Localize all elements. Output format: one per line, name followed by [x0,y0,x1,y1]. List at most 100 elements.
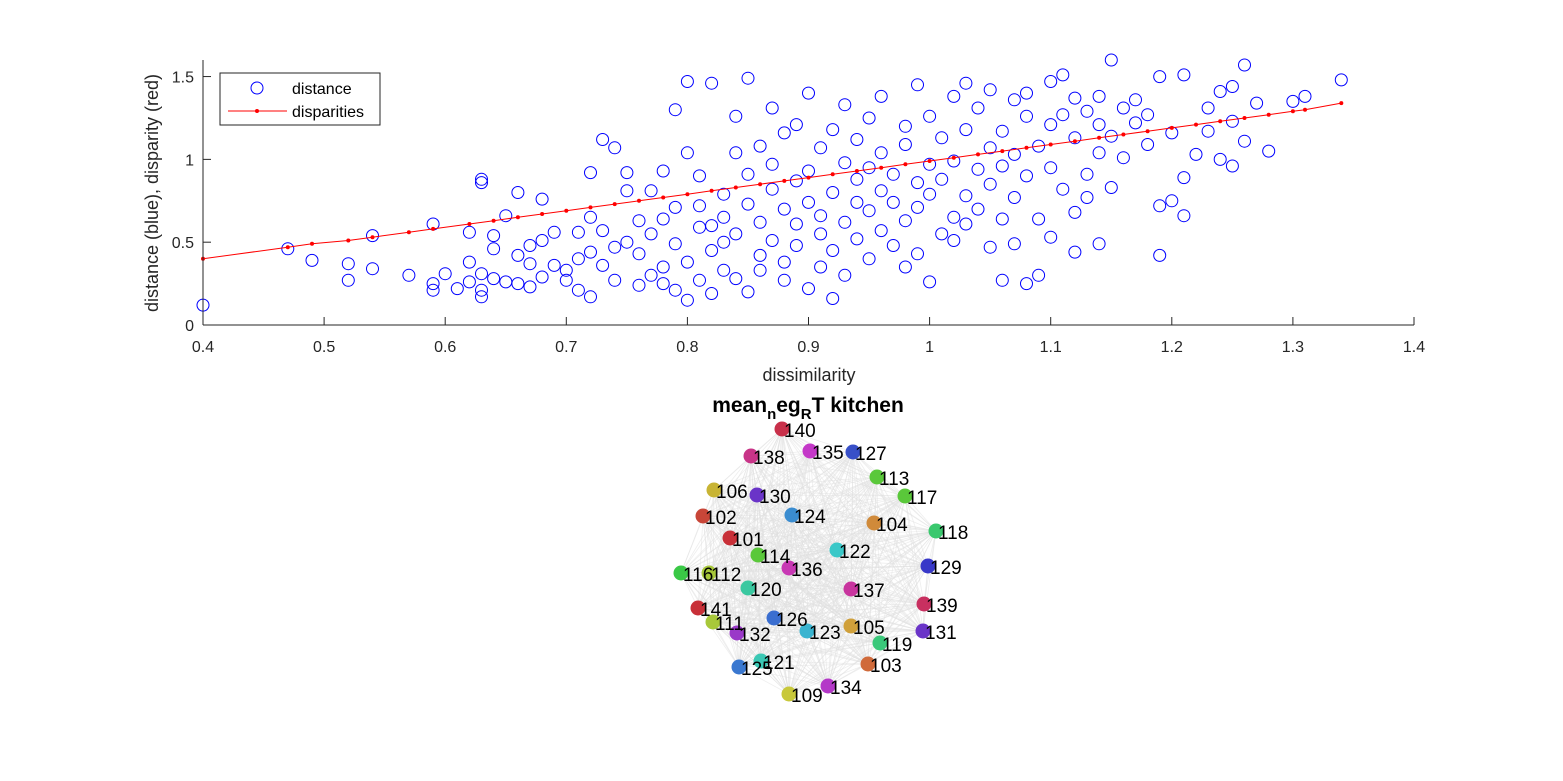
graph-edge [747,565,929,589]
distance-point [826,123,840,137]
distance-point [995,273,1009,287]
distance-point [765,101,779,115]
distance-point [1153,248,1167,262]
graph-edge [788,588,852,695]
graph-edge [876,476,929,567]
graph-edge [708,495,906,574]
disparities-point [1290,109,1295,114]
distance-point [765,234,779,247]
graph-node [753,653,769,669]
legend: distance disparities [219,72,381,126]
graph-node-label: 137 [853,581,885,602]
distance-point [499,209,513,223]
distance-point [935,227,949,241]
disparities-point [879,165,884,170]
graph-node [766,610,782,626]
distance-point [1334,73,1348,87]
distance-point [1238,58,1251,72]
graph-edge [729,537,838,551]
graph-edge [791,495,906,516]
distance-point [850,133,864,146]
x-tick-label: 1.4 [1403,339,1425,356]
distance-point [366,262,379,276]
graph-node [916,596,932,612]
distance-point [426,277,440,291]
distance-point [462,275,476,289]
distance-point [850,232,864,246]
graph-title-subscript: R [801,406,812,423]
distance-point [511,277,525,291]
distance-point [741,285,755,299]
graph-node [743,448,759,464]
distance-point [1225,114,1239,128]
graph-node [897,488,913,504]
graph-edge [713,451,854,491]
graph-edge [747,587,881,644]
graph-edge [757,549,838,556]
disparities-point [431,226,436,231]
distance-point [777,202,791,216]
graph-node [673,565,689,581]
graph-node [705,614,721,630]
graph-edge [712,621,740,668]
graph-edge [873,522,925,605]
disparities-point [564,208,569,213]
graph-edge [850,522,875,590]
graph-edge [713,476,878,491]
graph-edge [736,603,925,634]
graph-node-label: 138 [753,448,785,469]
disparities-point [310,241,314,246]
distance-point [717,235,731,249]
disparities-point [637,198,641,203]
distance-point [862,161,876,175]
distance-point [959,76,973,90]
distance-point [608,240,622,254]
graph-edge [922,530,937,632]
graph-edge [788,567,852,627]
graph-node-label: 102 [705,508,737,529]
graph-edge [713,489,906,497]
distance-point [995,124,1009,138]
graph-edge [713,489,790,569]
x-tick-label: 0.5 [313,339,335,356]
graph-edge [680,428,783,574]
graph-title-part: mean [712,394,767,417]
graph-edge [788,567,924,632]
graph-edge [712,617,775,623]
distance-point [1104,53,1118,67]
distance-point [656,164,670,178]
distance-point [911,200,924,214]
distance-point [923,187,937,201]
graph-node-label: 139 [926,596,958,617]
distance-point [959,189,973,203]
legend-distance-label: distance [292,81,352,98]
distance-point [898,119,912,133]
distance-point [741,167,755,181]
disparities-point [976,152,980,157]
graph-node-label: 106 [716,482,748,503]
graph-edge [680,522,875,574]
graph-node [729,625,745,641]
distance-point [620,166,634,180]
graph-edge [729,537,929,567]
distance-point [814,227,828,241]
graph-edge [852,451,875,524]
graph-edge [791,514,925,605]
distance-point [475,283,488,297]
x-tick-label: 0.4 [192,339,214,356]
distance-point [1129,93,1142,107]
scatter-plot: 0.4 0.5 0.6 0.7 0.8 0.9 1 1.1 1.2 1.3 1.4 0 0.5 1 1.5… [142,53,1425,385]
distance-series [196,53,1348,312]
distance-point [947,154,961,168]
graph-node-label: 124 [794,507,826,528]
distance-point [1080,104,1094,118]
graph-title-part: eg [776,394,801,417]
graph-edge [806,588,852,632]
distance-point [789,239,803,252]
graph-edge [806,630,829,687]
distance-point [1104,129,1118,143]
graph-node [928,523,944,539]
graph-node-label: 120 [750,580,782,601]
graph-node-label: 125 [741,659,773,680]
distance-point [777,126,791,140]
